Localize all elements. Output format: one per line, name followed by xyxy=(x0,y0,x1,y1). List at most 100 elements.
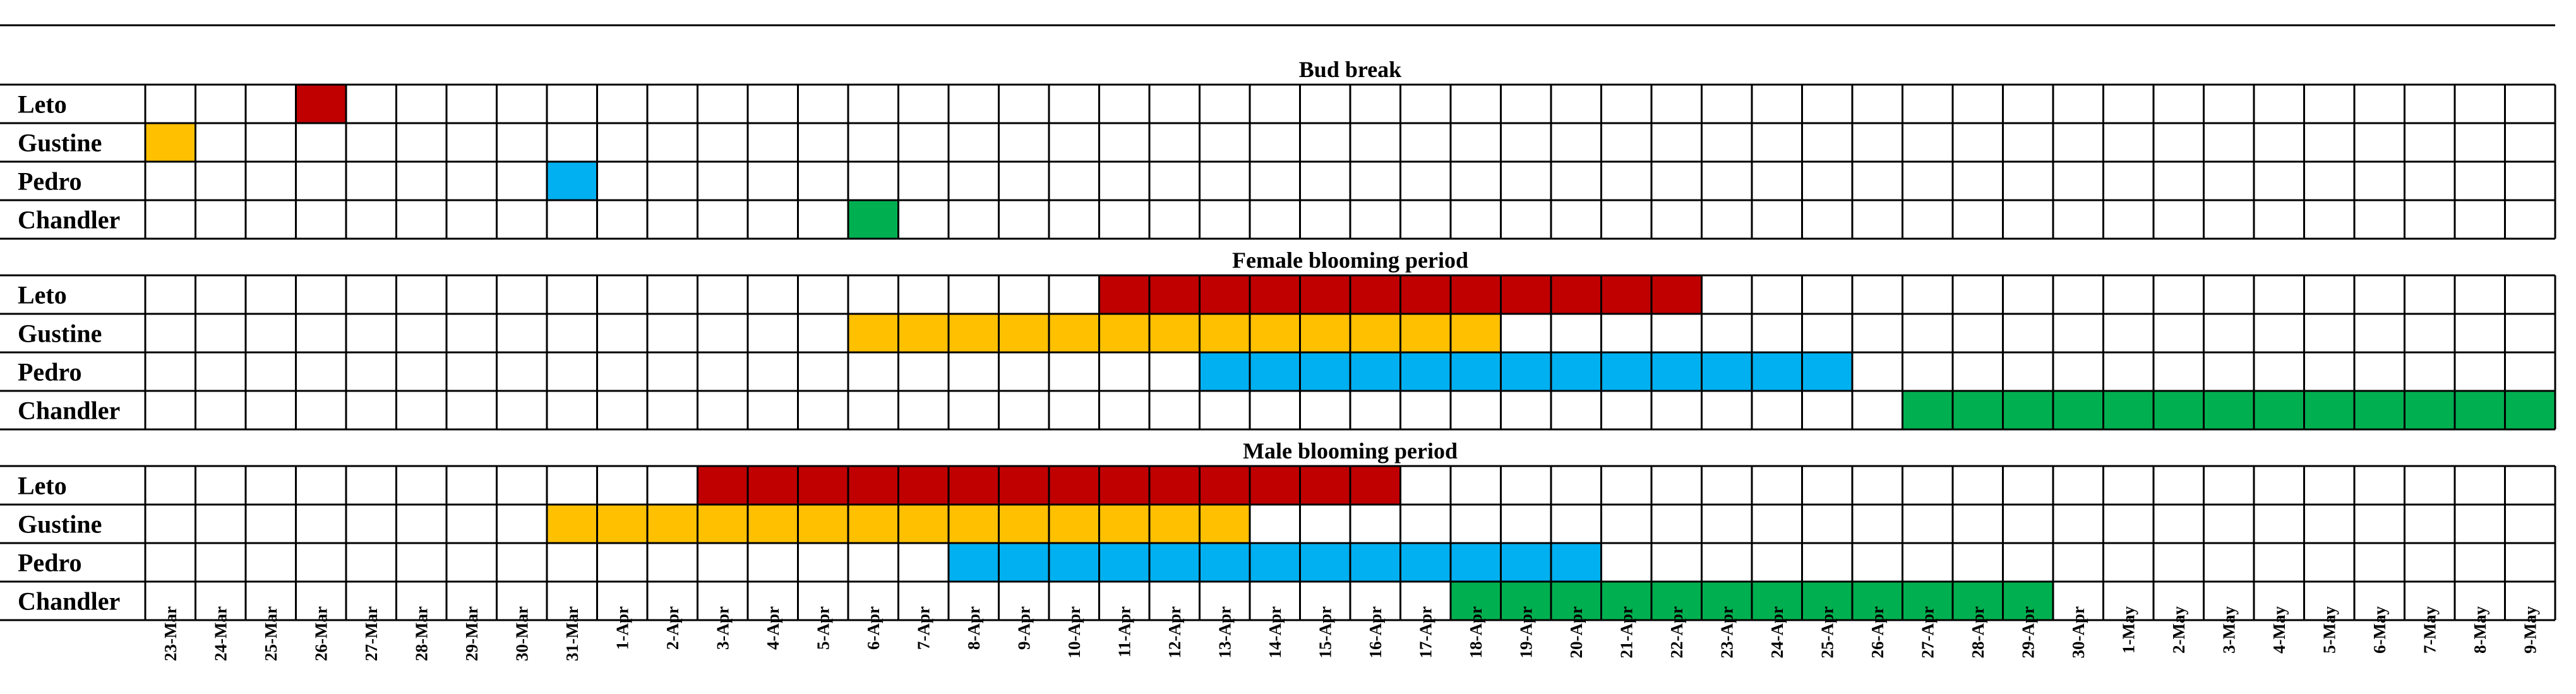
cell-pedro xyxy=(1350,352,1401,391)
date-label: 15-Apr xyxy=(1315,606,1334,659)
date-label: 30-Mar xyxy=(512,606,531,661)
date-axis: 23-Mar 24-Mar 25-Mar 26-Mar 27-Mar 28-Mar 29-M… xyxy=(161,606,2540,661)
cell-leto xyxy=(697,466,748,505)
date-label: 8-May xyxy=(2471,606,2489,654)
cell-leto xyxy=(1149,275,1200,314)
cell-pedro xyxy=(1551,543,1602,582)
cell-gustine xyxy=(1099,314,1149,352)
cell-leto xyxy=(1250,275,1300,314)
cell-leto xyxy=(1099,466,1149,505)
section-female-blooming-period: Female blooming period Leto Gustine Pedro Ch… xyxy=(0,248,2556,431)
cell-leto xyxy=(1300,466,1350,505)
date-label: 9-May xyxy=(2520,606,2539,654)
cell-gustine xyxy=(1300,314,1350,352)
cell-pedro xyxy=(1250,352,1300,391)
cell-chandler xyxy=(2154,391,2204,429)
row-label: Chandler xyxy=(18,206,120,234)
cell-leto xyxy=(1350,275,1401,314)
cell-pedro xyxy=(949,543,999,582)
cell-pedro xyxy=(998,543,1049,582)
section-title: Bud break xyxy=(1299,57,1401,82)
cell-pedro xyxy=(1752,352,1802,391)
date-label: 5-May xyxy=(2320,606,2339,654)
date-label: 19-Apr xyxy=(1516,606,1535,659)
cell-chandler xyxy=(1902,582,1953,620)
date-label: 7-Apr xyxy=(914,606,933,650)
cell-chandler xyxy=(2103,391,2154,429)
date-label: 16-Apr xyxy=(1366,606,1385,659)
cell-leto xyxy=(798,466,848,505)
date-label: 28-Apr xyxy=(1968,606,1987,659)
date-label: 27-Apr xyxy=(1918,606,1937,659)
cell-leto xyxy=(1099,275,1149,314)
cell-chandler xyxy=(1802,582,1852,620)
date-label: 25-Apr xyxy=(1818,606,1836,659)
cell-chandler xyxy=(2304,391,2354,429)
cell-leto xyxy=(1501,275,1551,314)
cell-leto xyxy=(1250,466,1300,505)
cell-leto xyxy=(949,466,999,505)
cell-chandler xyxy=(1902,391,1953,429)
date-label: 8-Apr xyxy=(964,606,983,650)
cell-chandler xyxy=(1752,582,1802,620)
cell-gustine xyxy=(1099,505,1149,543)
cell-chandler xyxy=(1852,582,1903,620)
cell-chandler xyxy=(1601,582,1651,620)
cell-chandler xyxy=(2505,391,2555,429)
cell-leto xyxy=(1300,275,1350,314)
row-label: Pedro xyxy=(18,167,81,196)
cell-pedro xyxy=(1651,352,1702,391)
cell-gustine xyxy=(898,505,949,543)
cell-chandler xyxy=(1551,582,1602,620)
row-label: Gustine xyxy=(18,510,102,539)
row-label: Chandler xyxy=(18,587,120,616)
cell-pedro xyxy=(1149,543,1200,582)
row-label: Leto xyxy=(18,90,67,119)
cell-gustine xyxy=(697,505,748,543)
cell-pedro xyxy=(1551,352,1602,391)
cell-gustine xyxy=(748,505,798,543)
cell-chandler xyxy=(1451,582,1501,620)
cell-leto xyxy=(1451,275,1501,314)
cell-gustine xyxy=(1199,505,1250,543)
cell-gustine xyxy=(1049,314,1099,352)
row-label: Leto xyxy=(18,472,67,500)
cell-leto xyxy=(748,466,798,505)
cell-chandler xyxy=(1953,582,2003,620)
cell-gustine xyxy=(798,505,848,543)
cell-pedro xyxy=(1199,543,1250,582)
cell-gustine xyxy=(1199,314,1250,352)
date-label: 11-Apr xyxy=(1115,606,1134,657)
date-label: 5-Apr xyxy=(813,606,832,650)
cell-gustine xyxy=(647,505,698,543)
date-label: 1-May xyxy=(2119,606,2138,654)
cell-leto xyxy=(898,466,949,505)
date-label: 25-Mar xyxy=(261,606,280,661)
date-label: 20-Apr xyxy=(1567,606,1586,659)
date-label: 3-May xyxy=(2219,606,2238,654)
cell-gustine xyxy=(998,505,1049,543)
cell-gustine xyxy=(949,314,999,352)
cell-leto xyxy=(998,466,1049,505)
row-label: Leto xyxy=(18,281,67,309)
cell-pedro xyxy=(1802,352,1852,391)
cell-gustine xyxy=(1149,505,1200,543)
cell-leto xyxy=(1199,275,1250,314)
cell-pedro xyxy=(1400,352,1451,391)
date-label: 26-Apr xyxy=(1868,606,1887,659)
row-label: Gustine xyxy=(18,320,102,348)
cell-pedro xyxy=(1501,543,1551,582)
cell-chandler xyxy=(2053,391,2104,429)
date-label: 2-May xyxy=(2169,606,2188,654)
cell-pedro xyxy=(1350,543,1401,582)
cell-gustine xyxy=(848,505,899,543)
cell-pedro xyxy=(1300,543,1350,582)
cell-pedro xyxy=(1451,352,1501,391)
row-label: Pedro xyxy=(18,358,81,386)
cell-pedro xyxy=(547,162,597,200)
cell-pedro xyxy=(1300,352,1350,391)
date-label: 29-Apr xyxy=(2018,606,2037,659)
cell-leto xyxy=(848,466,899,505)
date-label: 27-Mar xyxy=(362,606,381,661)
